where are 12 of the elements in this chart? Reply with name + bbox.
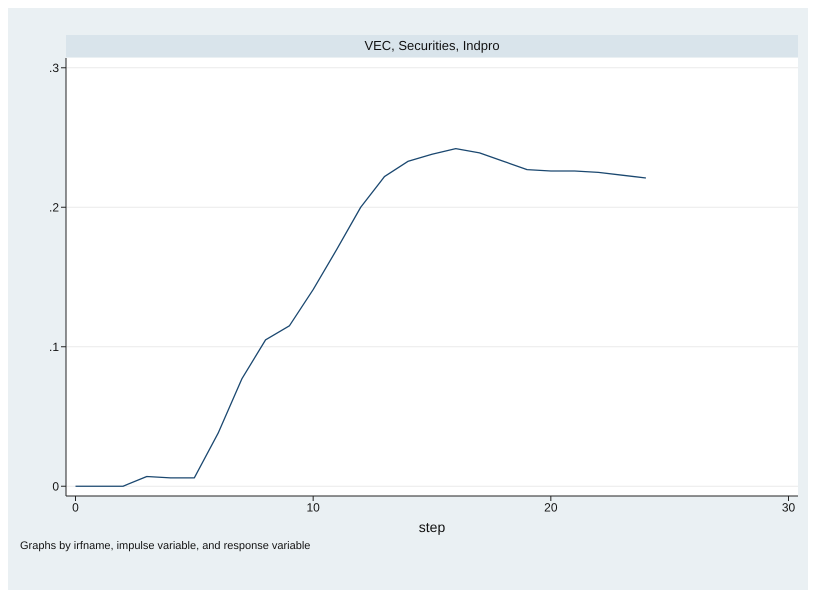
x-tick-label: 0 [72,500,80,515]
x-axis-title: step [418,519,446,535]
x-tick-label: 20 [544,500,558,515]
y-tick-label: 0 [52,479,60,494]
x-tick-label: 30 [782,500,796,515]
chart-title: VEC, Securities, Indpro [66,35,798,57]
y-tick-label: .2 [48,200,60,215]
x-tick-label: 10 [306,500,320,515]
text: Graphs by irfname, impulse variable, and response variable [20,540,310,552]
line-series [74,148,647,487]
y-tick-label: .1 [48,340,60,354]
y-tick-label: .3 [48,61,60,76]
